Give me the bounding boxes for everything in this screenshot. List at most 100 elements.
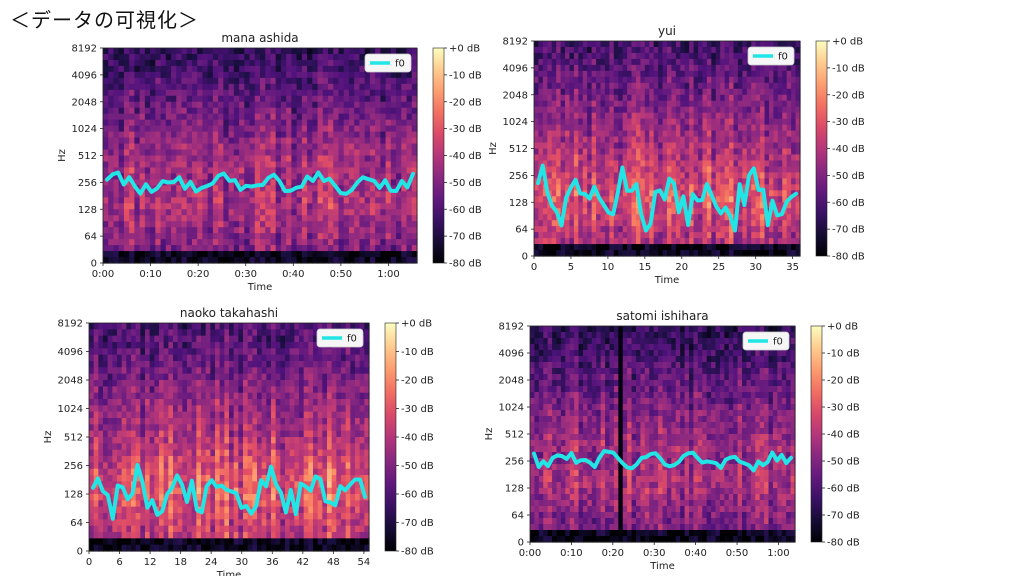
spectrogram-cell	[239, 48, 245, 55]
spectrogram-cell	[89, 443, 95, 451]
spectrogram-cell	[600, 244, 606, 251]
spectrogram-cell	[186, 83, 193, 91]
spectrogram-cell	[171, 155, 177, 163]
spectrogram-cell	[755, 244, 761, 251]
spectrogram-cell	[135, 544, 141, 552]
spectrogram-cell	[667, 106, 673, 114]
spectrogram-cell	[108, 191, 115, 198]
spectrogram-cell	[212, 83, 219, 91]
spectrogram-cell	[149, 411, 155, 419]
spectrogram-cell	[145, 342, 151, 349]
spectrogram-cell	[181, 245, 188, 252]
spectrogram-cell	[609, 238, 615, 245]
spectrogram-cell	[121, 500, 127, 508]
spectrogram-cell	[126, 456, 132, 463]
spectrogram-cell	[596, 88, 602, 96]
spectrogram-cell	[307, 83, 313, 91]
spectrogram-cell	[565, 82, 571, 90]
spectrogram-cell	[547, 88, 553, 96]
spectrogram-cell	[706, 70, 712, 78]
spectrogram-cell	[328, 233, 334, 240]
spectrogram-cell	[134, 53, 141, 61]
spectrogram-cell	[380, 89, 387, 97]
spectrogram-cell	[118, 203, 125, 210]
spectrogram-cell	[406, 257, 413, 264]
spectrogram-cell	[149, 335, 155, 343]
spectrogram-cell	[348, 143, 355, 151]
spectrogram-cell	[197, 173, 204, 180]
spectrogram-cell	[296, 125, 303, 133]
spectrogram-cell	[343, 227, 350, 234]
spectrogram-cell	[317, 245, 324, 252]
spectrogram-cell	[671, 160, 677, 168]
colorbar-tick-label: -40 dB	[832, 144, 865, 155]
spectrogram-cell	[746, 112, 752, 120]
spectrogram-cell	[622, 118, 628, 126]
spectrogram-cell	[684, 184, 690, 191]
spectrogram-cell	[569, 208, 575, 215]
spectrogram-cell	[534, 88, 540, 96]
spectrogram-cell	[129, 191, 135, 198]
spectrogram-cell	[312, 131, 319, 139]
spectrogram-cell	[140, 544, 146, 552]
spectrogram-cell	[117, 468, 123, 476]
spectrogram-cell	[369, 257, 376, 264]
spectrogram-cell	[98, 500, 104, 508]
spectrogram-cell	[181, 149, 188, 157]
spectrogram-cell	[644, 244, 650, 251]
spectrogram-cell	[786, 148, 792, 156]
spectrogram-cell	[764, 154, 770, 162]
spectrogram-cell	[159, 335, 165, 343]
spectrogram-cell	[609, 112, 615, 120]
spectrogram-cell	[280, 48, 287, 55]
spectrogram-cell	[202, 65, 209, 73]
spectrogram-cell	[715, 184, 721, 191]
spectrogram-cell	[640, 52, 646, 60]
spectrogram-cell	[596, 148, 602, 156]
spectrogram-cell	[582, 166, 588, 173]
spectrogram-cell	[538, 118, 544, 126]
spectrogram-cell	[254, 209, 261, 216]
spectrogram-cell	[613, 52, 619, 60]
spectrogram-cell	[396, 197, 402, 204]
spectrogram-cell	[280, 113, 287, 121]
spectrogram-cell	[698, 148, 704, 156]
spectrogram-cell	[369, 215, 376, 222]
y-tick-label: 1024	[503, 117, 528, 128]
spectrogram-cell	[406, 215, 413, 222]
spectrogram-cell	[396, 203, 402, 210]
spectrogram-cell	[291, 197, 298, 204]
spectrogram-cell	[755, 238, 761, 245]
spectrogram-cell	[401, 71, 408, 79]
spectrogram-cell	[301, 155, 308, 163]
spectrogram-cell	[113, 173, 120, 180]
spectrogram-cell	[154, 462, 160, 470]
spectrogram-cell	[140, 373, 146, 381]
spectrogram-cell	[260, 155, 266, 163]
spectrogram-cell	[746, 76, 752, 84]
spectrogram-cell	[112, 380, 118, 387]
spectrogram-cell	[396, 83, 402, 91]
spectrogram-cell	[671, 154, 677, 162]
spectrogram-cell	[218, 143, 224, 151]
spectrogram-cell	[165, 149, 172, 157]
spectrogram-cell	[760, 244, 766, 251]
spectrogram-cell	[773, 154, 779, 162]
spectrogram-cell	[233, 239, 240, 246]
spectrogram-cell	[627, 226, 633, 233]
spectrogram-cell	[155, 65, 162, 73]
spectrogram-cell	[93, 456, 99, 463]
spectrogram-cell	[113, 113, 120, 121]
spectrogram-cell	[186, 137, 193, 145]
spectrogram-cell	[569, 142, 575, 150]
spectrogram-cell	[573, 220, 579, 227]
spectrogram-cell	[711, 130, 717, 138]
spectrogram-cell	[89, 354, 95, 362]
spectrogram-cell	[139, 161, 146, 169]
spectrogram-cell	[244, 48, 251, 55]
spectrogram-cell	[729, 64, 735, 72]
spectrogram-cell	[212, 191, 219, 198]
spectrogram-cell	[270, 107, 277, 115]
spectrogram-cell	[582, 172, 588, 179]
spectrogram-cell	[662, 124, 668, 132]
